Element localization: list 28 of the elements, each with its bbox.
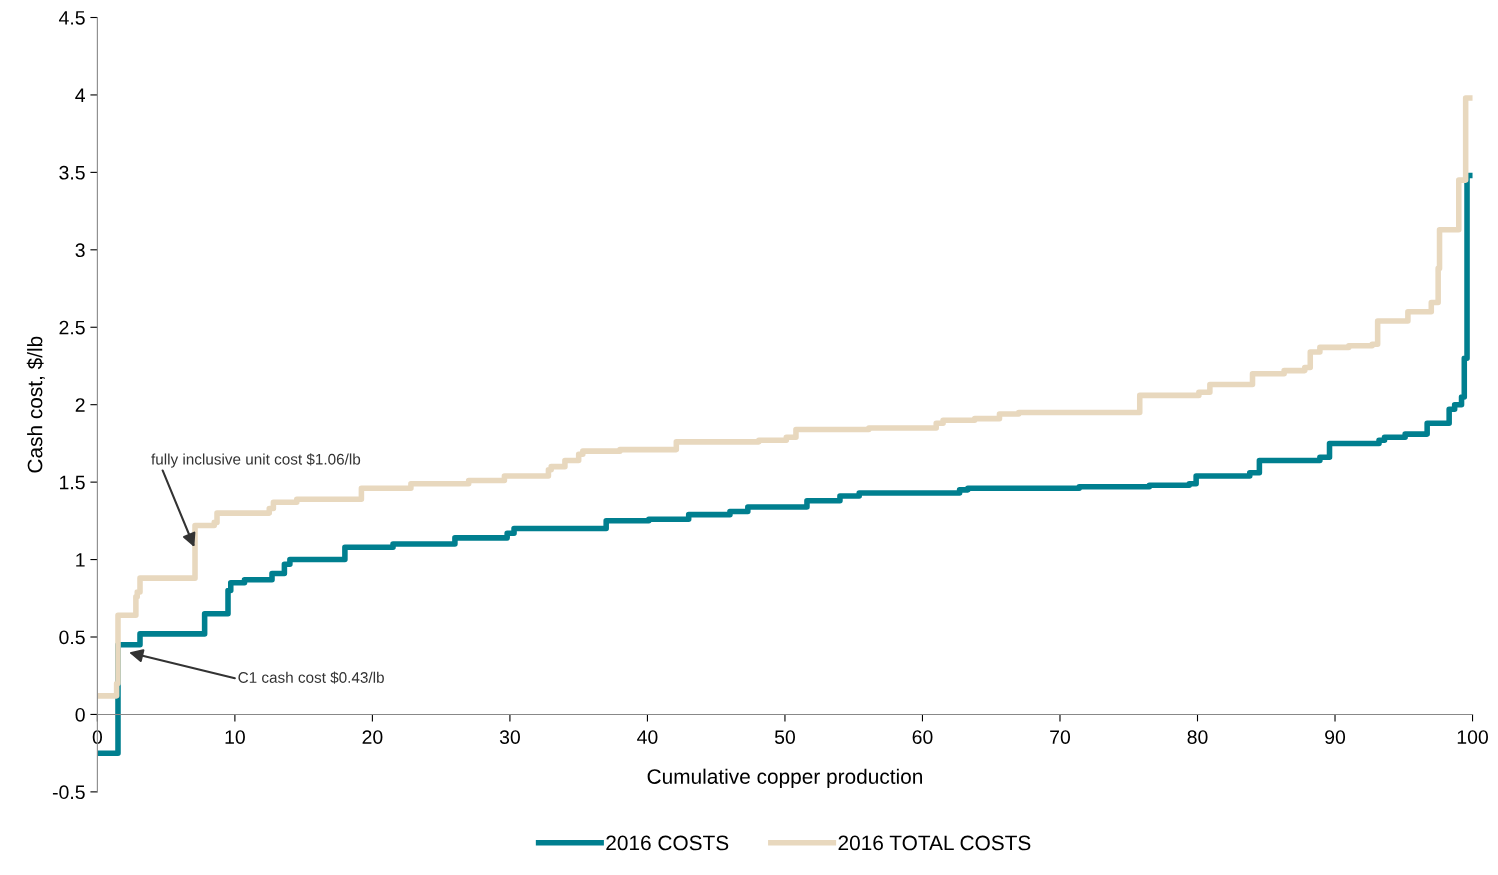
x-tick-label: 90 [1325, 730, 1346, 744]
x-tick-label: 40 [637, 730, 658, 744]
y-tick-label: -0.5 [52, 785, 85, 800]
legend-label: 2016 TOTAL COSTS [838, 835, 1031, 851]
x-axis-title: Cumulative copper production [647, 768, 922, 789]
legend-label: 2016 COSTS [606, 835, 729, 851]
y-tick-label: 0 [75, 707, 85, 722]
x-tick-label: 60 [912, 730, 933, 744]
x-tick-label: 50 [774, 730, 796, 744]
y-tick-label: 2.5 [59, 320, 85, 335]
x-tick-label: 0 [92, 730, 103, 744]
x-tick-label: 80 [1187, 730, 1208, 744]
x-tick-label: 100 [1457, 730, 1488, 744]
y-tick-label: 1.5 [60, 475, 85, 490]
x-tick-label: 10 [225, 730, 245, 744]
y-tick-label: 0.5 [59, 630, 85, 645]
y-tick-label: 4 [75, 88, 85, 102]
y-tick-label: 4.5 [58, 11, 85, 25]
x-tick-label: 30 [499, 730, 520, 744]
y-tick-label: 1 [76, 553, 85, 567]
y-tick-label: 2 [75, 398, 85, 412]
annotation: C1 cash cost $0.43/lb [238, 671, 384, 684]
y-axis-title: Cash cost, $/lb [26, 336, 45, 473]
annotation: fully inclusive unit cost $1.06/lb [151, 453, 361, 468]
y-tick-label: 3.5 [59, 165, 85, 180]
x-tick-label: 20 [362, 730, 383, 744]
y-tick-label: 3 [75, 243, 85, 258]
x-tick-label: 70 [1050, 730, 1071, 744]
